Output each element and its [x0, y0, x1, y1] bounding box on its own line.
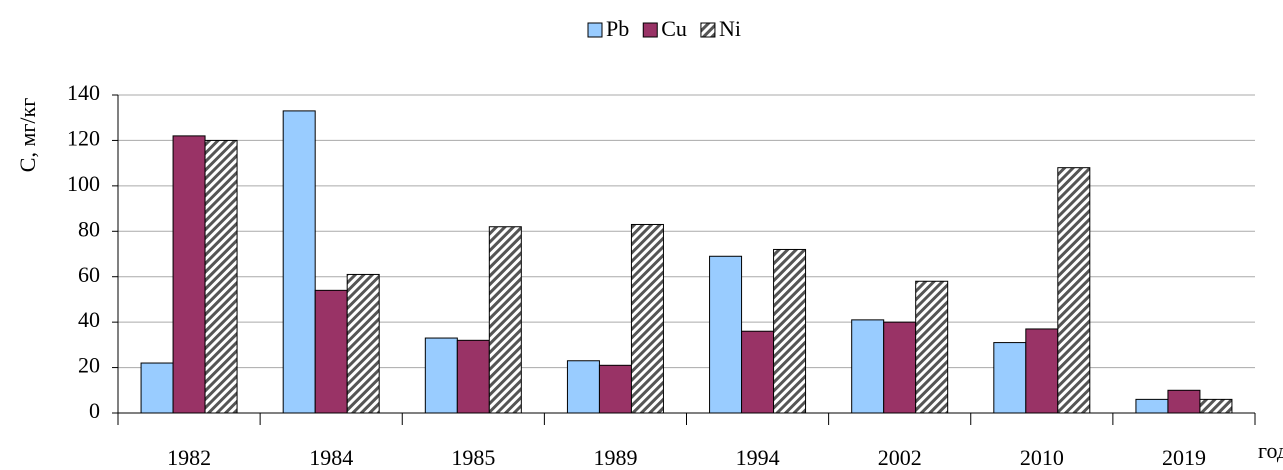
bar: [204, 139, 238, 414]
bar: [1135, 398, 1169, 414]
bar: [566, 360, 600, 414]
legend-label: Cu: [661, 16, 687, 41]
y-tick-label: 120: [67, 125, 100, 150]
bar: [883, 321, 917, 414]
bar: [172, 135, 206, 414]
bar: [741, 330, 775, 414]
bar: [1167, 389, 1201, 414]
bar: [915, 280, 949, 414]
y-tick-label: 40: [78, 307, 100, 332]
y-tick-label: 60: [78, 262, 100, 287]
bar: [488, 226, 522, 414]
x-tick-label: 2019: [1162, 445, 1206, 470]
y-tick-label: 140: [67, 80, 100, 105]
bar: [424, 337, 458, 414]
x-axis-label: год: [1258, 438, 1283, 463]
bar: [1057, 167, 1091, 414]
x-tick-label: 1982: [167, 445, 211, 470]
legend-swatch: [700, 22, 716, 38]
legend-swatch: [642, 22, 658, 38]
bar: [773, 248, 807, 414]
x-tick-label: 1984: [309, 445, 353, 470]
bar: [1199, 398, 1233, 414]
bar: [851, 319, 885, 414]
x-tick-label: 2010: [1020, 445, 1064, 470]
x-tick-label: 2002: [878, 445, 922, 470]
bar: [1025, 328, 1059, 414]
legend-swatch: [587, 22, 603, 38]
y-tick-label: 0: [89, 398, 100, 423]
bar: [598, 364, 632, 414]
bar: [282, 110, 316, 414]
bar: [346, 273, 380, 414]
y-tick-label: 100: [67, 171, 100, 196]
bar: [993, 342, 1027, 414]
bar: [314, 289, 348, 414]
legend-label: Ni: [719, 16, 741, 41]
x-tick-label: 1985: [451, 445, 495, 470]
y-axis-label: С, мг/кг: [15, 98, 40, 172]
y-tick-label: 80: [78, 216, 100, 241]
legend-label: Pb: [606, 16, 629, 41]
bar: [630, 223, 664, 414]
bar: [709, 255, 743, 414]
bar: [140, 362, 174, 414]
bar: [456, 339, 490, 414]
y-tick-label: 20: [78, 353, 100, 378]
x-tick-label: 1989: [593, 445, 637, 470]
x-tick-label: 1994: [736, 445, 780, 470]
